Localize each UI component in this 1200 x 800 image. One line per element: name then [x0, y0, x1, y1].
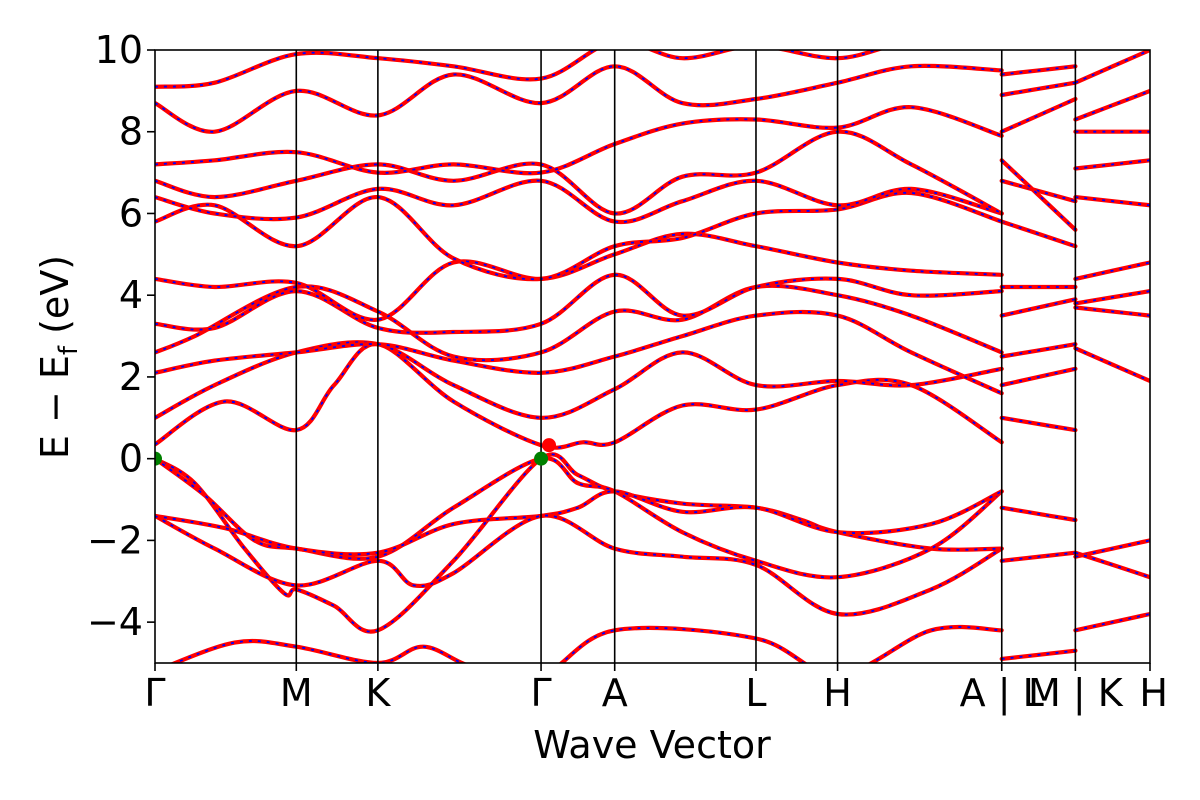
- vbm-marker: [534, 451, 549, 466]
- band-line-overlay-6: [155, 343, 1076, 449]
- y-tick-label: 0: [119, 437, 143, 481]
- x-tick-label: H: [823, 671, 852, 715]
- x-tick-label: L: [745, 671, 766, 715]
- kpoint-divider-lines: [295, 50, 1077, 663]
- y-axis-label-main: E − E: [33, 355, 77, 459]
- y-tick-label: −2: [87, 518, 143, 562]
- bands-layer: [155, 50, 1150, 663]
- band-line-5: [169, 611, 1150, 663]
- x-tick-label: A: [602, 671, 628, 715]
- y-axis-label-subscript: f: [54, 345, 84, 355]
- band-edge-markers: [155, 438, 557, 466]
- y-axis-ticks: −4 −2 0 2 4 6 8 10: [87, 28, 155, 644]
- band-line-overlay-12: [155, 159, 1150, 281]
- band-line-overlay-2: [155, 457, 1003, 579]
- y-axis-label: E − Ef (eV): [33, 255, 84, 459]
- band-line-overlay-4: [155, 514, 1150, 616]
- y-tick-label: 6: [119, 191, 143, 235]
- y-tick-label: 2: [119, 355, 143, 399]
- band-line-overlay-10: [155, 261, 1150, 334]
- band-line-overlay-8: [155, 306, 1150, 395]
- x-tick-label: A | L: [960, 671, 1044, 716]
- band-line-overlay-16: [155, 65, 1076, 133]
- band-line-overlay-1: [155, 453, 1150, 633]
- y-tick-label: −4: [87, 600, 143, 644]
- y-tick-label: 10: [95, 28, 143, 72]
- x-tick-label: M: [280, 671, 313, 715]
- band-line-3: [155, 489, 1004, 557]
- y-tick-label: 8: [119, 110, 143, 154]
- band-line-overlay-9: [155, 284, 1150, 362]
- band-line-17: [155, 50, 884, 89]
- x-tick-label: M | K: [1028, 671, 1124, 716]
- y-tick-label: 4: [119, 273, 143, 317]
- x-tick-label: K: [365, 671, 391, 715]
- x-axis-label: Wave Vector: [533, 723, 771, 767]
- x-tick-label: H: [1139, 671, 1168, 715]
- band-line-1: [155, 452, 1150, 634]
- band-line-overlay-11: [155, 196, 1150, 321]
- plot-frame: [154, 49, 1151, 664]
- band-line-overlay-15: [155, 50, 1150, 175]
- band-line-overlay-5: [172, 613, 1150, 663]
- band-line-overlay-13: [155, 130, 1150, 231]
- band-line-overlay-17: [155, 50, 880, 88]
- band-line-4: [155, 513, 1150, 617]
- x-tick-label: Γ: [530, 671, 551, 715]
- x-tick-label: Γ: [144, 671, 165, 715]
- x-axis-ticks: Γ M K Γ A L H A | LM | K H: [144, 663, 1168, 716]
- y-axis-label-unit: (eV): [33, 255, 77, 346]
- vbm-marker: [155, 451, 162, 466]
- cbm-marker: [542, 438, 557, 453]
